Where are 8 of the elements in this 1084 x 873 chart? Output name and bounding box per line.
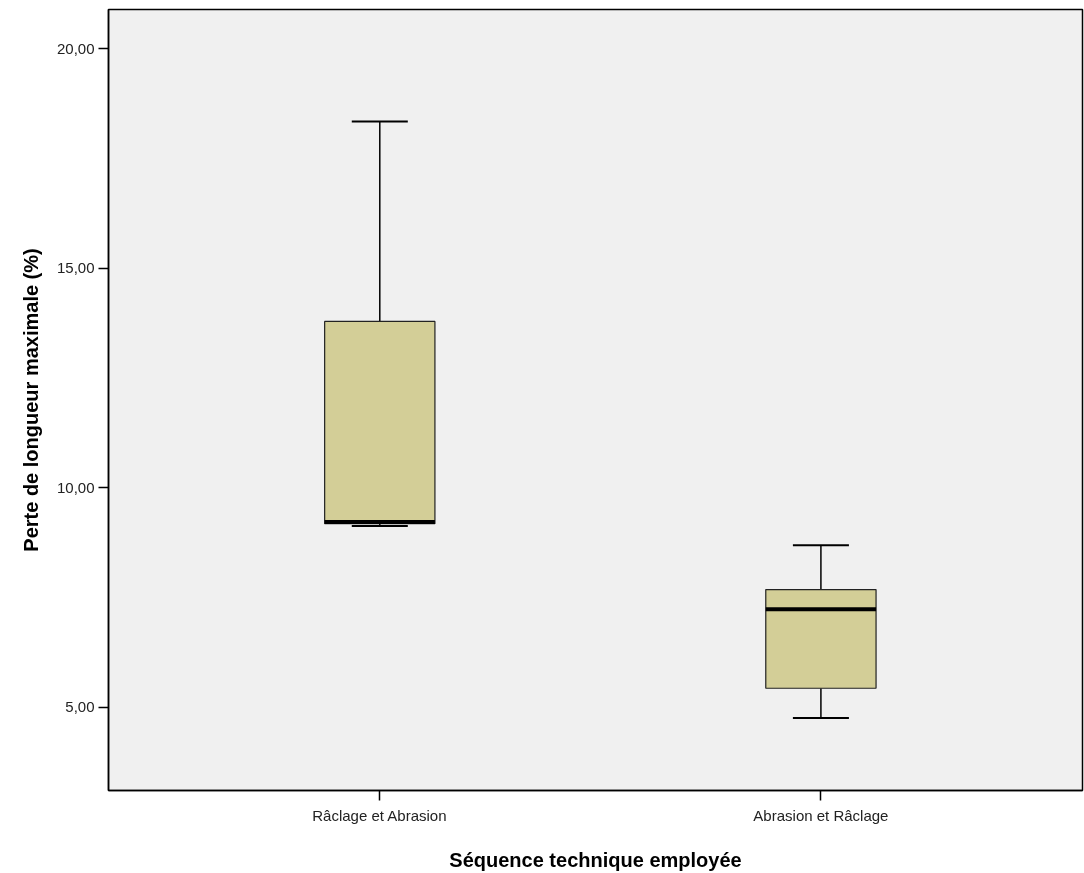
x-axis-title: Séquence technique employée <box>449 848 742 871</box>
y-tick-label: 20,00 <box>56 39 95 57</box>
y-axis-title: Perte de longueur maximale (%) <box>19 248 42 552</box>
x-tick-label: Râclage et Abrasion <box>312 806 447 824</box>
y-tick-label: 15,00 <box>56 259 95 277</box>
y-tick-label: 5,00 <box>65 698 95 716</box>
y-tick-label: 10,00 <box>56 478 95 496</box>
x-tick-label: Abrasion et Râclage <box>753 806 889 824</box>
